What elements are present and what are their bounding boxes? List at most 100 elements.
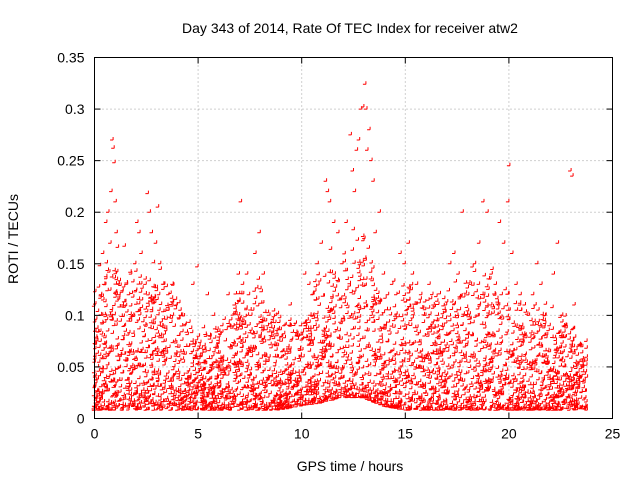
scatter-point: [356, 137, 361, 141]
scatter-point: [238, 198, 243, 203]
chart-title: Day 343 of 2014, Rate Of TEC Index for r…: [182, 20, 518, 36]
scatter-point: [373, 229, 377, 234]
scatter-point: [501, 240, 506, 244]
x-axis-label: GPS time / hours: [297, 458, 404, 474]
scatter-point: [580, 363, 584, 368]
scatter-point: [344, 219, 348, 223]
scatter-point: [120, 302, 124, 306]
scatter-point: [530, 291, 535, 296]
scatter-point: [493, 281, 497, 285]
scatter-point: [112, 159, 116, 164]
scatter-point: [205, 291, 209, 296]
y-tick-label: 0: [77, 411, 85, 427]
scatter-point: [518, 291, 522, 296]
scatter-point: [352, 188, 357, 193]
scatter-point: [139, 250, 143, 254]
scatter-point: [377, 209, 381, 213]
scatter-point: [244, 271, 249, 275]
scatter-point: [331, 219, 336, 223]
scatter-point: [360, 104, 365, 108]
scatter-point: [106, 209, 110, 213]
scatter-point: [443, 302, 448, 306]
grid-lines: [94, 57, 613, 419]
scatter-point: [124, 281, 129, 285]
data-points: [91, 81, 589, 411]
scatter-point: [232, 302, 236, 306]
x-tick-label: 5: [194, 426, 202, 442]
x-tick-label: 10: [294, 426, 310, 442]
scatter-point: [354, 147, 359, 151]
scatter-point: [481, 198, 485, 203]
scatter-point: [327, 198, 332, 203]
x-tick-label: 15: [398, 426, 414, 442]
y-tick-label: 0.2: [65, 204, 85, 220]
scatter-point: [325, 188, 330, 193]
scatter-point: [135, 219, 139, 223]
scatter-point: [215, 363, 220, 368]
scatter-point: [282, 322, 286, 327]
scatter-point: [122, 322, 127, 327]
scatter-point: [398, 250, 402, 254]
scatter-point: [435, 312, 439, 316]
scatter-point: [476, 240, 481, 244]
x-tick-label: 20: [501, 426, 517, 442]
scatter-point: [113, 198, 117, 203]
scatter-point: [273, 312, 278, 316]
scatter-point: [460, 209, 464, 213]
scatter-point: [128, 271, 133, 275]
scatter-point: [130, 312, 135, 316]
scatter-point: [367, 126, 371, 131]
scatter-point: [111, 145, 115, 149]
scatter-point: [103, 219, 108, 223]
plot-frame: [94, 57, 613, 419]
scatter-cloud: [91, 226, 588, 411]
scatter-point: [369, 157, 373, 162]
scatter-point: [147, 209, 151, 213]
scatter-point: [431, 302, 435, 306]
scatter-point: [362, 81, 367, 85]
scatter-point: [543, 312, 547, 316]
scatter-point: [340, 260, 344, 265]
scatter-point: [195, 263, 199, 268]
scatter-point: [211, 312, 216, 316]
scatter-point: [348, 131, 352, 136]
scatter-point: [126, 291, 131, 296]
scatter-point: [350, 168, 354, 172]
scatter-point: [551, 271, 555, 275]
y-tick-label: 0.05: [57, 359, 84, 375]
scatter-point: [510, 250, 514, 254]
scatter-point: [452, 250, 456, 254]
scatter-point: [485, 209, 489, 213]
scatter-point: [249, 312, 253, 316]
scatter-point: [456, 271, 460, 275]
scatter-point: [414, 281, 419, 285]
x-tick-label: 0: [91, 426, 99, 442]
scatter-point: [402, 260, 406, 265]
scatter-point: [157, 260, 162, 265]
y-axis-label: ROTI / TECUs: [5, 194, 21, 284]
scatter-point: [584, 374, 589, 378]
scatter-point: [555, 240, 560, 244]
scatter-point: [394, 291, 398, 296]
scatter-point: [288, 302, 292, 306]
scatter-point: [497, 219, 502, 223]
scatter-point: [110, 137, 114, 141]
scatter-point: [563, 322, 568, 327]
y-tick-label: 0.15: [57, 256, 84, 272]
scatter-point: [101, 281, 106, 285]
scatter-point: [576, 343, 580, 347]
scatter-point: [336, 229, 340, 234]
y-tick-label: 0.25: [57, 153, 84, 169]
scatter-point: [226, 291, 230, 296]
scatter-point: [472, 260, 477, 265]
scatter-point: [265, 322, 269, 327]
scatter-point: [298, 322, 303, 327]
scatter-point: [568, 168, 572, 172]
scatter-point: [191, 281, 195, 285]
scatter-point: [199, 353, 203, 358]
scatter-point: [257, 229, 261, 234]
y-tick-label: 0.3: [65, 101, 85, 117]
scatter-point: [116, 281, 120, 285]
scatter-point: [170, 281, 174, 285]
